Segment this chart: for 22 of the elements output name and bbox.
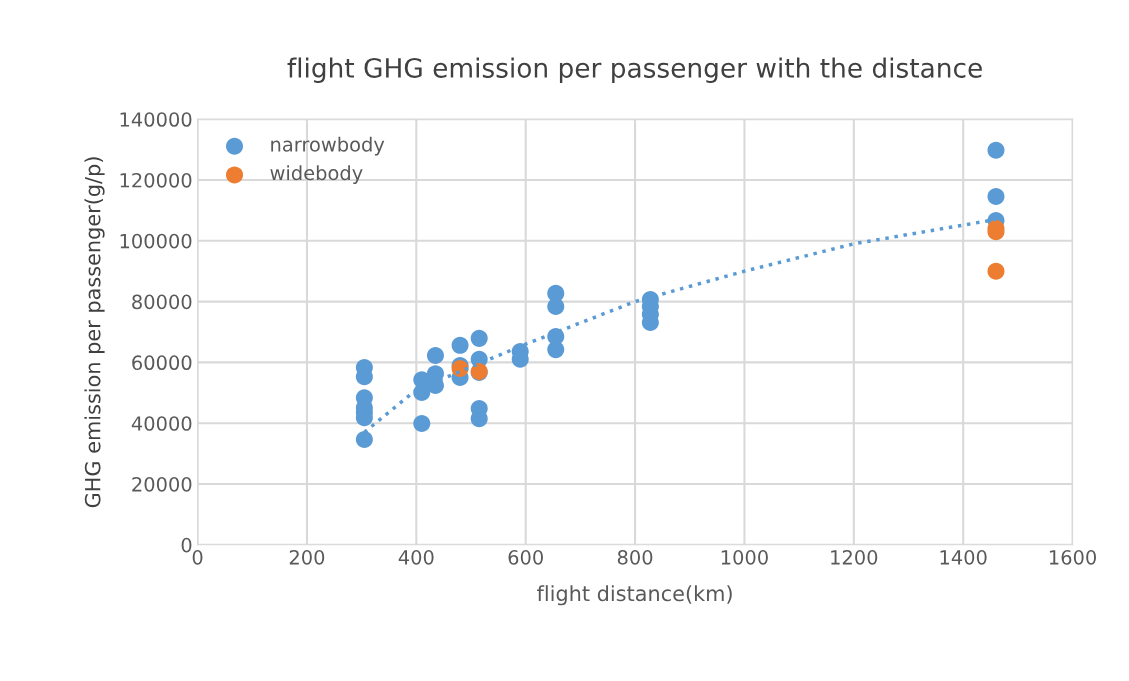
y-tick-label: 20000 xyxy=(132,476,192,492)
x-tick-label: 1600 xyxy=(1049,550,1096,565)
x-tick-label: 0 xyxy=(192,550,203,565)
x-tick-label: 1200 xyxy=(831,550,878,565)
x-tick-label: 400 xyxy=(398,550,434,565)
x-tick-label: 1400 xyxy=(940,550,987,565)
legend-label: narrowbody xyxy=(271,136,385,156)
x-tick-label: 1000 xyxy=(721,550,768,565)
y-axis-title: GHG emission per passenger(g/p) xyxy=(84,157,105,508)
chart-title: flight GHG emission per passenger with the distance xyxy=(287,57,982,83)
y-tick-label: 80000 xyxy=(132,294,192,310)
y-tick-label: 140000 xyxy=(120,112,192,127)
y-tick-label: 0 xyxy=(181,537,192,553)
y-tick-label: 120000 xyxy=(120,172,192,188)
x-tick-label: 800 xyxy=(617,550,653,565)
x-tick-label: 200 xyxy=(289,550,325,565)
y-tick-label: 40000 xyxy=(131,416,192,431)
x-tick-label: 600 xyxy=(508,550,543,565)
y-tick-label: 100000 xyxy=(120,233,192,249)
legend-label: widebody xyxy=(270,165,363,185)
x-axis-title: flight distance(km) xyxy=(537,585,732,606)
y-tick-label: 60000 xyxy=(132,355,192,371)
